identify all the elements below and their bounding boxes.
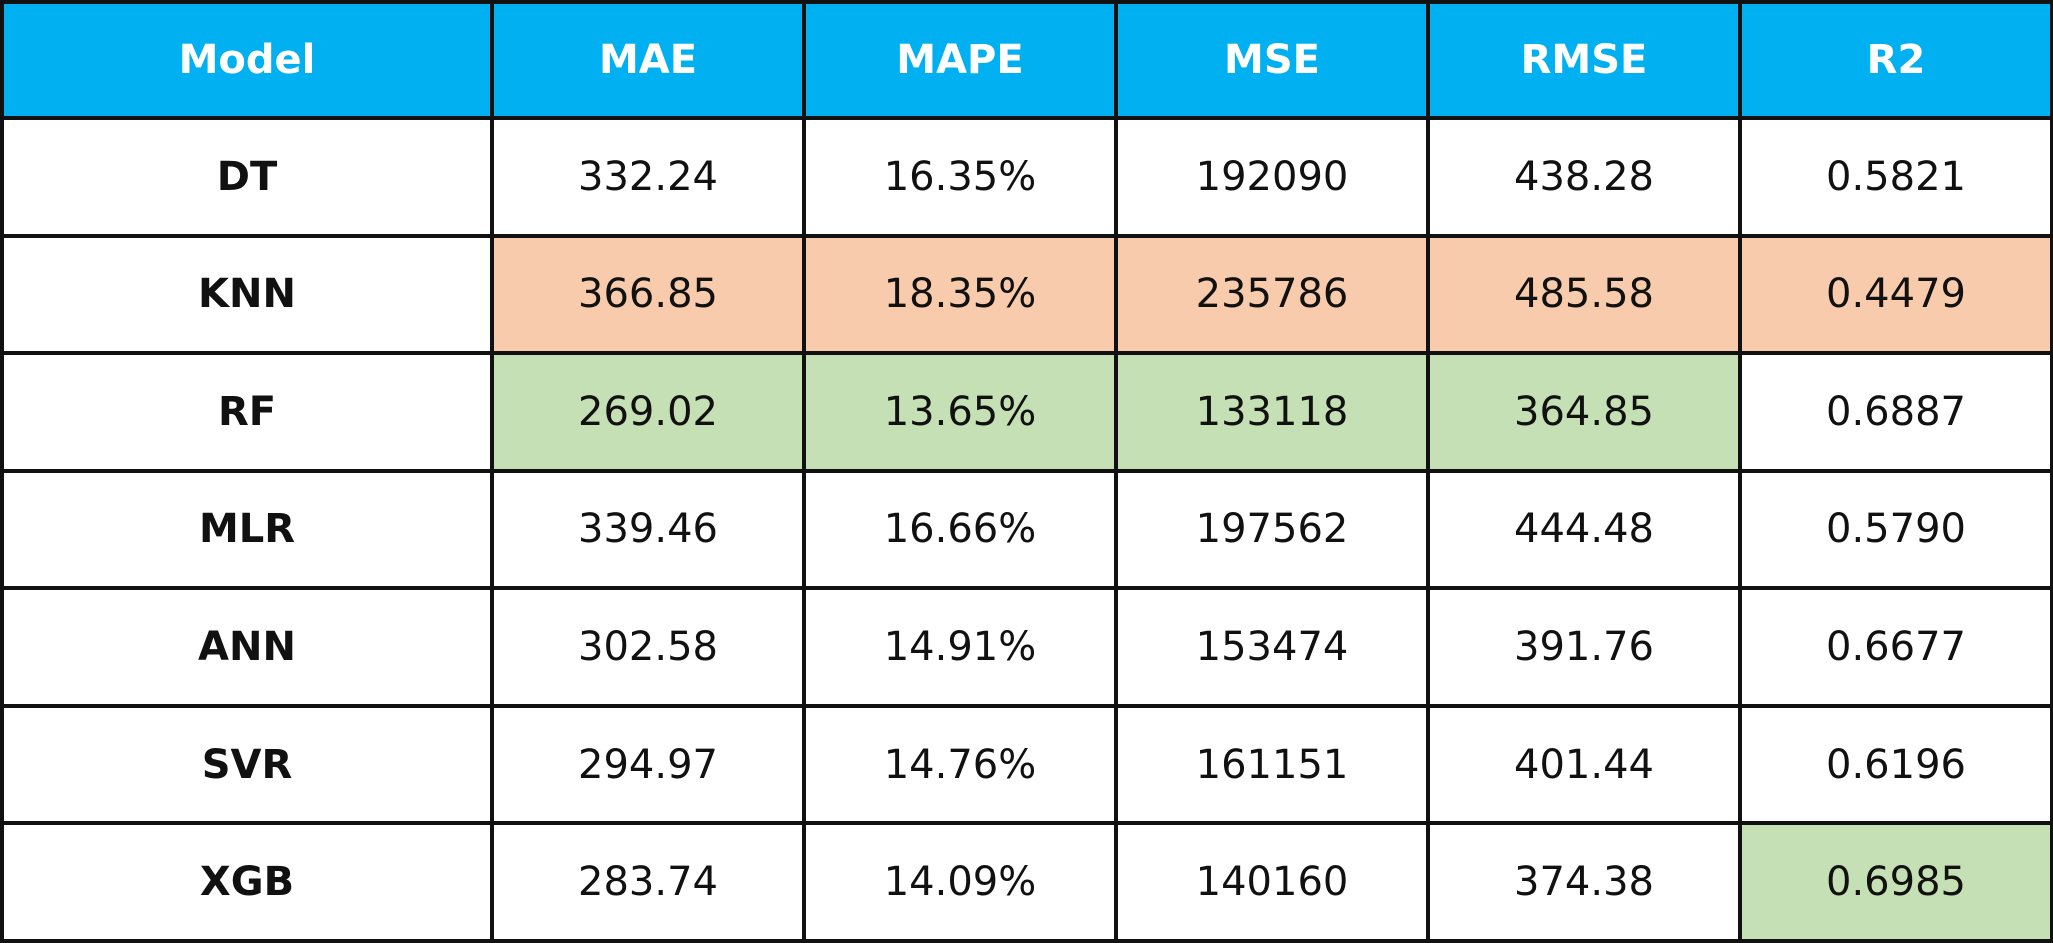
- table-row: SVR 294.97 14.76% 161151 401.44 0.6196: [0, 703, 2053, 826]
- mape-cell: 14.09%: [802, 821, 1118, 943]
- mse-cell: 133118: [1114, 351, 1430, 473]
- model-name-cell: XGB: [0, 821, 494, 943]
- mae-cell: 269.02: [490, 351, 806, 473]
- rmse-cell: 391.76: [1426, 586, 1742, 708]
- r2-cell: 0.6677: [1738, 586, 2053, 708]
- mse-cell: 161151: [1114, 703, 1430, 826]
- mape-cell: 16.35%: [802, 116, 1118, 238]
- model-name-cell: ANN: [0, 586, 494, 708]
- table-row: XGB 283.74 14.09% 140160 374.38 0.6985: [0, 821, 2053, 943]
- model-name-cell: MLR: [0, 468, 494, 591]
- table-row: ANN 302.58 14.91% 153474 391.76 0.6677: [0, 586, 2053, 708]
- header-model: Model: [0, 0, 494, 120]
- mae-cell: 294.97: [490, 703, 806, 826]
- rmse-cell: 374.38: [1426, 821, 1742, 943]
- rmse-cell: 401.44: [1426, 703, 1742, 826]
- r2-cell: 0.4479: [1738, 233, 2053, 356]
- mse-cell: 140160: [1114, 821, 1430, 943]
- rmse-cell: 438.28: [1426, 116, 1742, 238]
- header-mape: MAPE: [802, 0, 1118, 120]
- table-row: RF 269.02 13.65% 133118 364.85 0.6887: [0, 351, 2053, 473]
- r2-cell: 0.5821: [1738, 116, 2053, 238]
- mse-cell: 197562: [1114, 468, 1430, 591]
- table-body: DT 332.24 16.35% 192090 438.28 0.5821 KN…: [0, 116, 2053, 943]
- mse-cell: 153474: [1114, 586, 1430, 708]
- mae-cell: 302.58: [490, 586, 806, 708]
- model-name-cell: SVR: [0, 703, 494, 826]
- rmse-cell: 364.85: [1426, 351, 1742, 473]
- mape-cell: 13.65%: [802, 351, 1118, 473]
- header-mse: MSE: [1114, 0, 1430, 120]
- r2-cell: 0.6196: [1738, 703, 2053, 826]
- mae-cell: 366.85: [490, 233, 806, 356]
- mape-cell: 14.91%: [802, 586, 1118, 708]
- rmse-cell: 444.48: [1426, 468, 1742, 591]
- mse-cell: 235786: [1114, 233, 1430, 356]
- header-mae: MAE: [490, 0, 806, 120]
- mape-cell: 18.35%: [802, 233, 1118, 356]
- table-row: DT 332.24 16.35% 192090 438.28 0.5821: [0, 116, 2053, 238]
- mae-cell: 339.46: [490, 468, 806, 591]
- r2-cell: 0.6887: [1738, 351, 2053, 473]
- model-name-cell: RF: [0, 351, 494, 473]
- header-rmse: RMSE: [1426, 0, 1742, 120]
- mae-cell: 283.74: [490, 821, 806, 943]
- model-name-cell: KNN: [0, 233, 494, 356]
- table-header: Model MAE MAPE MSE RMSE R2: [0, 0, 2053, 120]
- header-row: Model MAE MAPE MSE RMSE R2: [0, 0, 2053, 120]
- header-r2: R2: [1738, 0, 2053, 120]
- rmse-cell: 485.58: [1426, 233, 1742, 356]
- table-row: KNN 366.85 18.35% 235786 485.58 0.4479: [0, 233, 2053, 356]
- mae-cell: 332.24: [490, 116, 806, 238]
- r2-cell: 0.6985: [1738, 821, 2053, 943]
- r2-cell: 0.5790: [1738, 468, 2053, 591]
- mse-cell: 192090: [1114, 116, 1430, 238]
- table-row: MLR 339.46 16.66% 197562 444.48 0.5790: [0, 468, 2053, 591]
- mape-cell: 14.76%: [802, 703, 1118, 826]
- model-name-cell: DT: [0, 116, 494, 238]
- mape-cell: 16.66%: [802, 468, 1118, 591]
